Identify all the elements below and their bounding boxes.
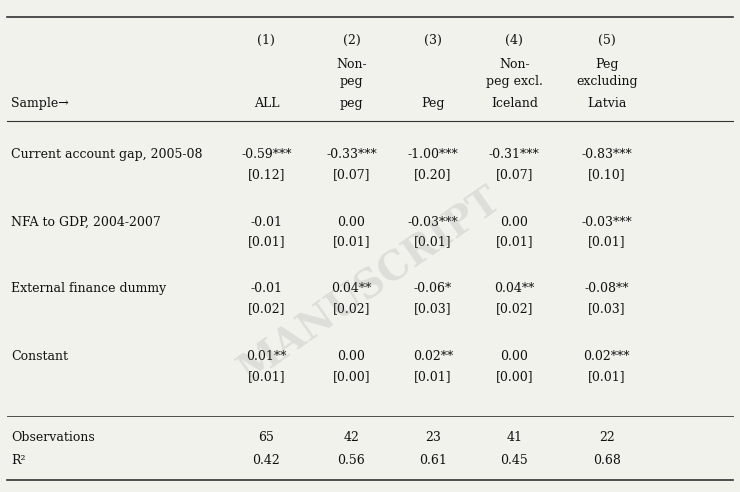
Text: Constant: Constant <box>11 350 68 363</box>
Text: 0.61: 0.61 <box>419 454 447 466</box>
Text: [0.01]: [0.01] <box>588 236 625 248</box>
Text: Iceland: Iceland <box>491 97 538 110</box>
Text: [0.03]: [0.03] <box>588 302 625 315</box>
Text: Latvia: Latvia <box>587 97 627 110</box>
Text: Non-: Non- <box>336 59 367 71</box>
Text: [0.01]: [0.01] <box>588 370 625 383</box>
Text: 0.00: 0.00 <box>337 216 366 229</box>
Text: 41: 41 <box>506 431 522 444</box>
Text: 0.56: 0.56 <box>337 454 366 466</box>
Text: [0.01]: [0.01] <box>333 236 370 248</box>
Text: 0.45: 0.45 <box>500 454 528 466</box>
Text: -0.83***: -0.83*** <box>582 149 632 161</box>
Text: 0.00: 0.00 <box>500 216 528 229</box>
Text: peg: peg <box>340 97 363 110</box>
Text: 0.04**: 0.04** <box>494 282 534 295</box>
Text: [0.01]: [0.01] <box>414 370 451 383</box>
Text: [0.12]: [0.12] <box>248 168 285 181</box>
Text: 0.04**: 0.04** <box>332 282 371 295</box>
Text: 23: 23 <box>425 431 441 444</box>
Text: -1.00***: -1.00*** <box>408 149 458 161</box>
Text: -0.33***: -0.33*** <box>326 149 377 161</box>
Text: -0.08**: -0.08** <box>585 282 629 295</box>
Text: Current account gap, 2005-08: Current account gap, 2005-08 <box>11 149 203 161</box>
Text: [0.01]: [0.01] <box>248 370 285 383</box>
Text: Sample→: Sample→ <box>11 97 69 110</box>
Text: (4): (4) <box>505 34 523 47</box>
Text: [0.02]: [0.02] <box>496 302 533 315</box>
Text: 42: 42 <box>343 431 360 444</box>
Text: [0.07]: [0.07] <box>333 168 370 181</box>
Text: 0.01**: 0.01** <box>246 350 286 363</box>
Text: [0.20]: [0.20] <box>414 168 451 181</box>
Text: (5): (5) <box>598 34 616 47</box>
Text: [0.00]: [0.00] <box>496 370 533 383</box>
Text: [0.01]: [0.01] <box>248 236 285 248</box>
Text: 0.00: 0.00 <box>500 350 528 363</box>
Text: -0.59***: -0.59*** <box>241 149 292 161</box>
Text: [0.01]: [0.01] <box>414 236 451 248</box>
Text: NFA to GDP, 2004-2007: NFA to GDP, 2004-2007 <box>11 216 161 229</box>
Text: peg excl.: peg excl. <box>486 75 542 88</box>
Text: 0.68: 0.68 <box>593 454 621 466</box>
Text: -0.01: -0.01 <box>250 282 283 295</box>
Text: [0.10]: [0.10] <box>588 168 625 181</box>
Text: External finance dummy: External finance dummy <box>11 282 166 295</box>
Text: (1): (1) <box>258 34 275 47</box>
Text: [0.07]: [0.07] <box>496 168 533 181</box>
Text: Peg: Peg <box>595 59 619 71</box>
Text: [0.01]: [0.01] <box>496 236 533 248</box>
Text: 65: 65 <box>258 431 275 444</box>
Text: 0.02***: 0.02*** <box>584 350 630 363</box>
Text: Peg: Peg <box>421 97 445 110</box>
Text: -0.01: -0.01 <box>250 216 283 229</box>
Text: [0.00]: [0.00] <box>333 370 370 383</box>
Text: -0.03***: -0.03*** <box>582 216 632 229</box>
Text: -0.31***: -0.31*** <box>489 149 539 161</box>
Text: -0.03***: -0.03*** <box>408 216 458 229</box>
Text: -0.06*: -0.06* <box>414 282 452 295</box>
Text: [0.03]: [0.03] <box>414 302 451 315</box>
Text: ALL: ALL <box>254 97 279 110</box>
Text: R²: R² <box>11 454 26 466</box>
Text: 0.00: 0.00 <box>337 350 366 363</box>
Text: Observations: Observations <box>11 431 95 444</box>
Text: excluding: excluding <box>576 75 638 88</box>
Text: [0.02]: [0.02] <box>248 302 285 315</box>
Text: Non-: Non- <box>499 59 530 71</box>
Text: (3): (3) <box>424 34 442 47</box>
Text: 22: 22 <box>599 431 615 444</box>
Text: 0.02**: 0.02** <box>413 350 453 363</box>
Text: 0.42: 0.42 <box>252 454 280 466</box>
Text: (2): (2) <box>343 34 360 47</box>
Text: peg: peg <box>340 75 363 88</box>
Text: [0.02]: [0.02] <box>333 302 370 315</box>
Text: MANUSCRIPT: MANUSCRIPT <box>232 181 508 390</box>
